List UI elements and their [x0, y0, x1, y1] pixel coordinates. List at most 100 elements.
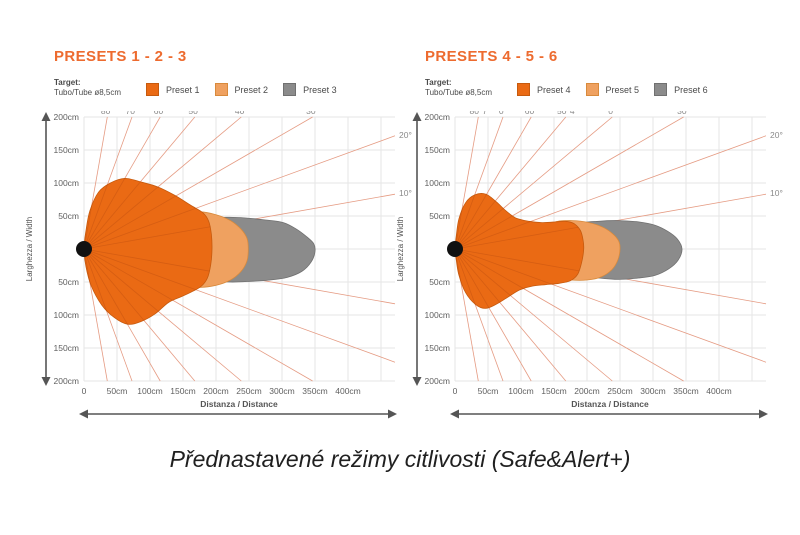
y-axis-title: Larghezza / Width — [25, 217, 34, 281]
svg-text:150cm: 150cm — [424, 145, 450, 155]
legend-label: Preset 3 — [303, 84, 337, 95]
legend-item-preset-6: Preset 6 — [654, 83, 708, 96]
svg-text:50°4: 50°4 — [557, 111, 575, 116]
svg-text:400cm: 400cm — [706, 386, 732, 396]
svg-text:0°: 0° — [499, 111, 507, 116]
svg-text:150cm: 150cm — [170, 386, 196, 396]
svg-text:50°: 50° — [188, 111, 201, 116]
svg-text:10°: 10° — [399, 188, 412, 198]
svg-text:100cm: 100cm — [424, 310, 450, 320]
svg-text:80°7: 80°7 — [470, 111, 488, 116]
svg-text:70°: 70° — [126, 111, 139, 116]
svg-text:20°: 20° — [770, 130, 783, 140]
svg-text:200cm: 200cm — [424, 376, 450, 386]
preset-1-swatch — [146, 83, 159, 96]
svg-text:50cm: 50cm — [429, 211, 450, 221]
svg-text:200cm: 200cm — [203, 386, 229, 396]
svg-text:150cm: 150cm — [541, 386, 567, 396]
svg-text:50cm: 50cm — [58, 277, 79, 287]
svg-text:60°: 60° — [154, 111, 167, 116]
target-label: Target: — [425, 78, 452, 87]
svg-text:150cm: 150cm — [424, 343, 450, 353]
legend-label: Preset 6 — [674, 84, 708, 95]
svg-text:350cm: 350cm — [673, 386, 699, 396]
target-value: Tubo/Tube ø8,5cm — [54, 87, 121, 97]
target-label: Target: — [54, 78, 81, 87]
preset-6-swatch — [654, 83, 668, 96]
svg-text:50cm: 50cm — [58, 211, 79, 221]
svg-text:0: 0 — [82, 386, 87, 396]
svg-text:250cm: 250cm — [236, 386, 262, 396]
fan-overlay — [455, 193, 584, 309]
legend-label: Preset 5 — [605, 84, 640, 95]
svg-text:20°: 20° — [399, 130, 412, 140]
svg-text:50cm: 50cm — [478, 386, 499, 396]
chart-title: PRESETS 1 - 2 - 3 — [54, 48, 187, 65]
svg-text:40°: 40° — [235, 111, 248, 116]
detection-zones — [454, 193, 683, 309]
svg-text:100cm: 100cm — [53, 178, 79, 188]
x-axis-arrow: Distanza / Distance — [450, 399, 768, 419]
svg-text:100cm: 100cm — [508, 386, 534, 396]
svg-text:150cm: 150cm — [53, 145, 79, 155]
preset-3-swatch — [283, 83, 297, 96]
y-axis-title: Larghezza / Width — [396, 217, 405, 281]
preset-5-swatch — [585, 83, 599, 96]
figure-caption: Přednastavené režimy citlivosti (Safe&Al… — [169, 446, 631, 472]
legend-item-preset-5: Preset 5 — [585, 83, 640, 96]
svg-text:50cm: 50cm — [429, 277, 450, 287]
svg-text:100cm: 100cm — [137, 386, 163, 396]
y-tick-labels: 200cm 150cm 100cm 50cm 50cm 100cm 150cm 200cm — [53, 112, 79, 386]
svg-text:200cm: 200cm — [574, 386, 600, 396]
y-axis-arrow: Larghezza / Width — [396, 112, 422, 386]
target-block: Target: Tubo/Tube ø8,5cm — [425, 78, 492, 97]
legend-label: Preset 1 — [166, 84, 200, 95]
preset-2-swatch — [214, 83, 228, 96]
svg-text:300cm: 300cm — [640, 386, 666, 396]
x-tick-labels: 0 50cm 100cm 150cm 200cm 250cm 300cm 350cm 400cm — [82, 386, 361, 396]
chart-panel-presets-4-5-6: PRESETS 4 - 5 - 6 Target: Tubo/Tube ø8,5… — [391, 45, 789, 435]
svg-text:300cm: 300cm — [269, 386, 295, 396]
legend-label: Preset 4 — [537, 84, 571, 95]
target-value: Tubo/Tube ø8,5cm — [425, 87, 492, 97]
legend: Preset 1 Preset 2 Preset 3 — [146, 83, 337, 96]
preset-4-swatch — [517, 83, 530, 96]
svg-text:100cm: 100cm — [53, 310, 79, 320]
svg-text:250cm: 250cm — [607, 386, 633, 396]
x-axis-title: Distanza / Distance — [200, 399, 278, 409]
legend-item-preset-1: Preset 1 — [146, 83, 200, 96]
svg-text:80°: 80° — [101, 111, 114, 116]
zone-preset-1 — [83, 177, 213, 325]
svg-text:150cm: 150cm — [53, 343, 79, 353]
svg-text:30°: 30° — [677, 111, 690, 116]
chart-title: PRESETS 4 - 5 - 6 — [425, 48, 558, 65]
svg-text:200cm: 200cm — [424, 112, 450, 122]
detection-zones — [83, 177, 316, 325]
svg-text:0: 0 — [453, 386, 458, 396]
svg-text:100cm: 100cm — [424, 178, 450, 188]
svg-text:200cm: 200cm — [53, 376, 79, 386]
legend-item-preset-4: Preset 4 — [517, 83, 571, 96]
svg-text:30°: 30° — [306, 111, 319, 116]
svg-text:350cm: 350cm — [302, 386, 328, 396]
legend-label: Preset 2 — [234, 84, 269, 95]
legend: Preset 4 Preset 5 Preset 6 — [517, 83, 708, 96]
angle-labels: 80° 70° 60° 50° 40° 30° 20° 10° — [101, 111, 412, 198]
legend-item-preset-2: Preset 2 — [214, 83, 269, 96]
svg-text:10°: 10° — [770, 188, 783, 198]
x-axis-title: Distanza / Distance — [571, 399, 649, 409]
svg-text:60°: 60° — [525, 111, 538, 116]
x-tick-labels: 0 50cm 100cm 150cm 200cm 250cm 300cm 350cm 400cm — [453, 386, 732, 396]
sensor-origin-dot — [447, 241, 463, 257]
legend-item-preset-3: Preset 3 — [283, 83, 337, 96]
svg-text:50cm: 50cm — [107, 386, 128, 396]
chart-panel-presets-1-2-3: PRESETS 1 - 2 - 3 Target: Tubo/Tube ø8,5… — [20, 45, 418, 435]
target-block: Target: Tubo/Tube ø8,5cm — [54, 78, 121, 97]
y-axis-arrow: Larghezza / Width — [25, 112, 51, 386]
sensor-origin-dot — [76, 241, 92, 257]
zone-preset-4 — [454, 193, 585, 309]
y-tick-labels: 200cm 150cm 100cm 50cm 50cm 100cm 150cm 200cm — [424, 112, 450, 386]
